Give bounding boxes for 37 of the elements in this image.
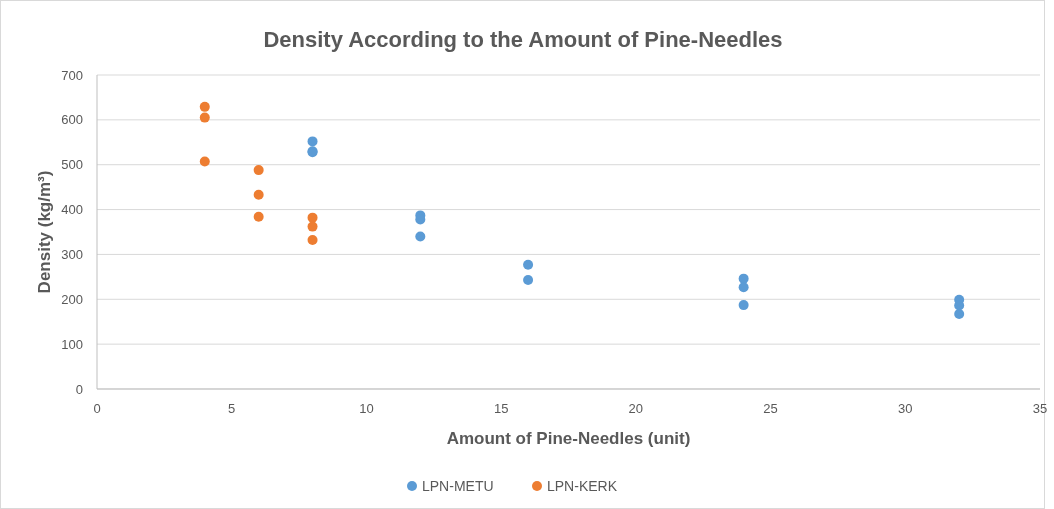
point xyxy=(954,309,965,320)
x-tick-label: 15 xyxy=(493,401,509,416)
point xyxy=(253,211,264,222)
y-tick-label: 500 xyxy=(61,157,83,173)
point xyxy=(307,136,318,147)
x-tick-label: 20 xyxy=(628,401,644,416)
point xyxy=(738,282,749,293)
point xyxy=(199,156,210,167)
x-tick-label: 0 xyxy=(93,401,101,416)
point xyxy=(523,275,534,285)
y-tick-label: 700 xyxy=(61,67,83,83)
point xyxy=(199,112,210,123)
y-tick-label: 100 xyxy=(61,336,83,352)
point xyxy=(253,189,264,200)
point xyxy=(199,101,210,112)
point xyxy=(307,212,318,223)
point xyxy=(253,165,264,176)
y-tick-label: 400 xyxy=(61,202,83,218)
legend-label: LPN-METU xyxy=(422,478,494,494)
point xyxy=(523,259,534,270)
point xyxy=(307,235,318,246)
point xyxy=(738,300,749,311)
x-tick-label: 25 xyxy=(763,401,778,416)
y-tick-label: 0 xyxy=(75,381,83,397)
y-axis-title: Density (kg/m³) xyxy=(35,170,54,294)
x-tick-label: 35 xyxy=(1032,401,1048,416)
y-tick-label: 300 xyxy=(61,246,83,262)
x-tick-label: 5 xyxy=(228,401,236,416)
x-tick-label: 30 xyxy=(898,401,913,416)
y-tick-label: 200 xyxy=(61,291,83,307)
point xyxy=(415,231,426,242)
x-tick-label: 10 xyxy=(359,401,374,416)
chart-title: Density According to the Amount of Pine-Needles xyxy=(263,27,783,52)
legend-label: LPN-KERK xyxy=(547,478,618,494)
x-axis-title: Amount of Pine-Needles (unit) xyxy=(446,429,691,448)
y-tick-label: 600 xyxy=(61,112,83,128)
point xyxy=(307,221,318,232)
